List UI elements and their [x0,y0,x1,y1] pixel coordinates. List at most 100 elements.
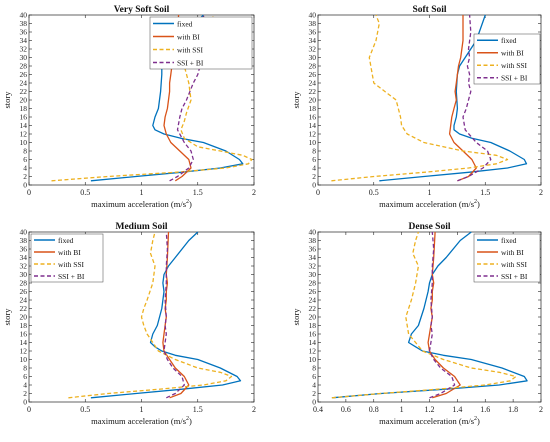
y-tick-label: 8 [312,364,316,373]
x-tick-label: 1.4 [452,405,462,414]
y-tick-label: 10 [309,138,317,147]
y-tick-label: 16 [309,330,317,339]
y-axis-label: story [291,91,301,109]
x-axis-label-sup: 2 [474,199,477,205]
y-tick-label: 32 [20,45,28,54]
x-tick-label: 0 [27,405,31,414]
chart-title: Medium Soil [116,222,168,232]
series-line-ssi-bi [163,231,185,399]
x-axis-label-main: maximum acceleration (m/s [91,416,186,426]
y-tick-label: 20 [309,96,317,105]
y-tick-label: 2 [312,172,316,181]
series-line-with-ssi [331,231,517,399]
x-tick-label: 0.5 [369,188,379,197]
y-tick-label: 6 [23,155,27,164]
legend-label: SSI + BI [177,58,204,67]
x-axis-label: maximum acceleration (m/s2) [91,199,192,209]
legend-label: with BI [177,32,200,41]
x-tick-label: 1 [428,188,432,197]
y-tick-label: 24 [20,79,28,88]
y-tick-label: 26 [20,287,28,296]
chart-title: Soft Soil [412,5,446,15]
y-tick-label: 18 [20,321,28,330]
y-tick-label: 36 [309,245,317,254]
legend-label: fixed [177,19,193,28]
y-tick-label: 34 [20,36,28,45]
series-line-fixed [379,14,528,182]
legend-box [149,16,253,70]
x-axis-label: maximum acceleration (m/s2) [379,416,480,426]
y-tick-label: 8 [23,364,27,373]
legend-label: SSI + BI [501,74,528,83]
legend-label: SSI + BI [501,272,528,281]
x-tick-label: 1.2 [425,405,435,414]
y-tick-label: 2 [23,172,27,181]
y-tick-label: 18 [309,104,317,113]
y-tick-label: 36 [20,245,28,254]
y-tick-label: 28 [309,62,317,71]
x-tick-label: 1.5 [193,405,203,414]
legend-label: with BI [501,248,524,257]
y-tick-label: 40 [309,228,317,237]
y-tick-label: 12 [309,130,317,139]
y-tick-label: 14 [309,121,317,130]
y-tick-label: 34 [309,36,317,45]
x-tick-label: 1 [400,405,404,414]
chart-title: Dense Soil [409,222,451,232]
series-line-with-ssi [51,14,253,182]
x-axis-label-tail: ) [189,416,192,426]
y-tick-label: 40 [20,11,28,20]
x-tick-label: 1.5 [480,188,490,197]
legend-label: fixed [58,236,74,245]
legend-label: SSI + BI [58,272,85,281]
y-tick-label: 18 [309,321,317,330]
x-axis-label-sup: 2 [186,416,189,422]
series-line-with-ssi [331,14,509,182]
y-tick-label: 22 [20,87,28,96]
y-tick-label: 32 [309,45,317,54]
y-tick-label: 34 [20,253,28,262]
y-tick-label: 0 [312,398,316,407]
legend-label: fixed [501,36,517,45]
x-tick-label: 1.6 [480,405,490,414]
chart-title: Very Soft Soil [114,5,170,15]
y-tick-label: 14 [309,338,317,347]
y-tick-label: 8 [23,147,27,156]
x-axis-label-main: maximum acceleration (m/s [379,416,474,426]
legend-label: with SSI [501,61,528,70]
legend-box [473,233,541,283]
y-axis-label: story [291,308,301,326]
legend-label: with SSI [177,45,204,54]
y-tick-label: 20 [20,96,28,105]
legend-box [30,233,104,283]
y-tick-label: 4 [312,381,316,390]
y-tick-label: 38 [309,19,317,28]
series-line-fixed [331,231,528,399]
y-tick-label: 16 [20,330,28,339]
legend: fixed with BI with SSI SSI + BI [30,233,104,283]
series-line-with-ssi [68,231,233,399]
y-tick-label: 24 [309,296,317,305]
x-tick-label: 0 [316,188,320,197]
legend: fixed with BI with SSI SSI + BI [473,33,541,85]
y-axis-label: story [2,308,12,326]
legend-label: fixed [501,236,517,245]
x-axis-label-tail: ) [189,199,192,209]
y-tick-label: 0 [23,398,27,407]
y-tick-label: 2 [312,389,316,398]
y-tick-label: 10 [309,355,317,364]
y-tick-label: 20 [309,313,317,322]
y-tick-label: 4 [23,381,27,390]
x-tick-label: 2 [539,188,543,197]
y-tick-label: 24 [20,296,28,305]
x-axis-label-tail: ) [477,199,480,209]
y-tick-label: 38 [309,236,317,245]
y-tick-label: 38 [20,19,28,28]
x-tick-label: 0.6 [341,405,351,414]
y-tick-label: 22 [20,304,28,313]
x-tick-label: 1.8 [508,405,518,414]
x-tick-label: 2 [539,405,543,414]
